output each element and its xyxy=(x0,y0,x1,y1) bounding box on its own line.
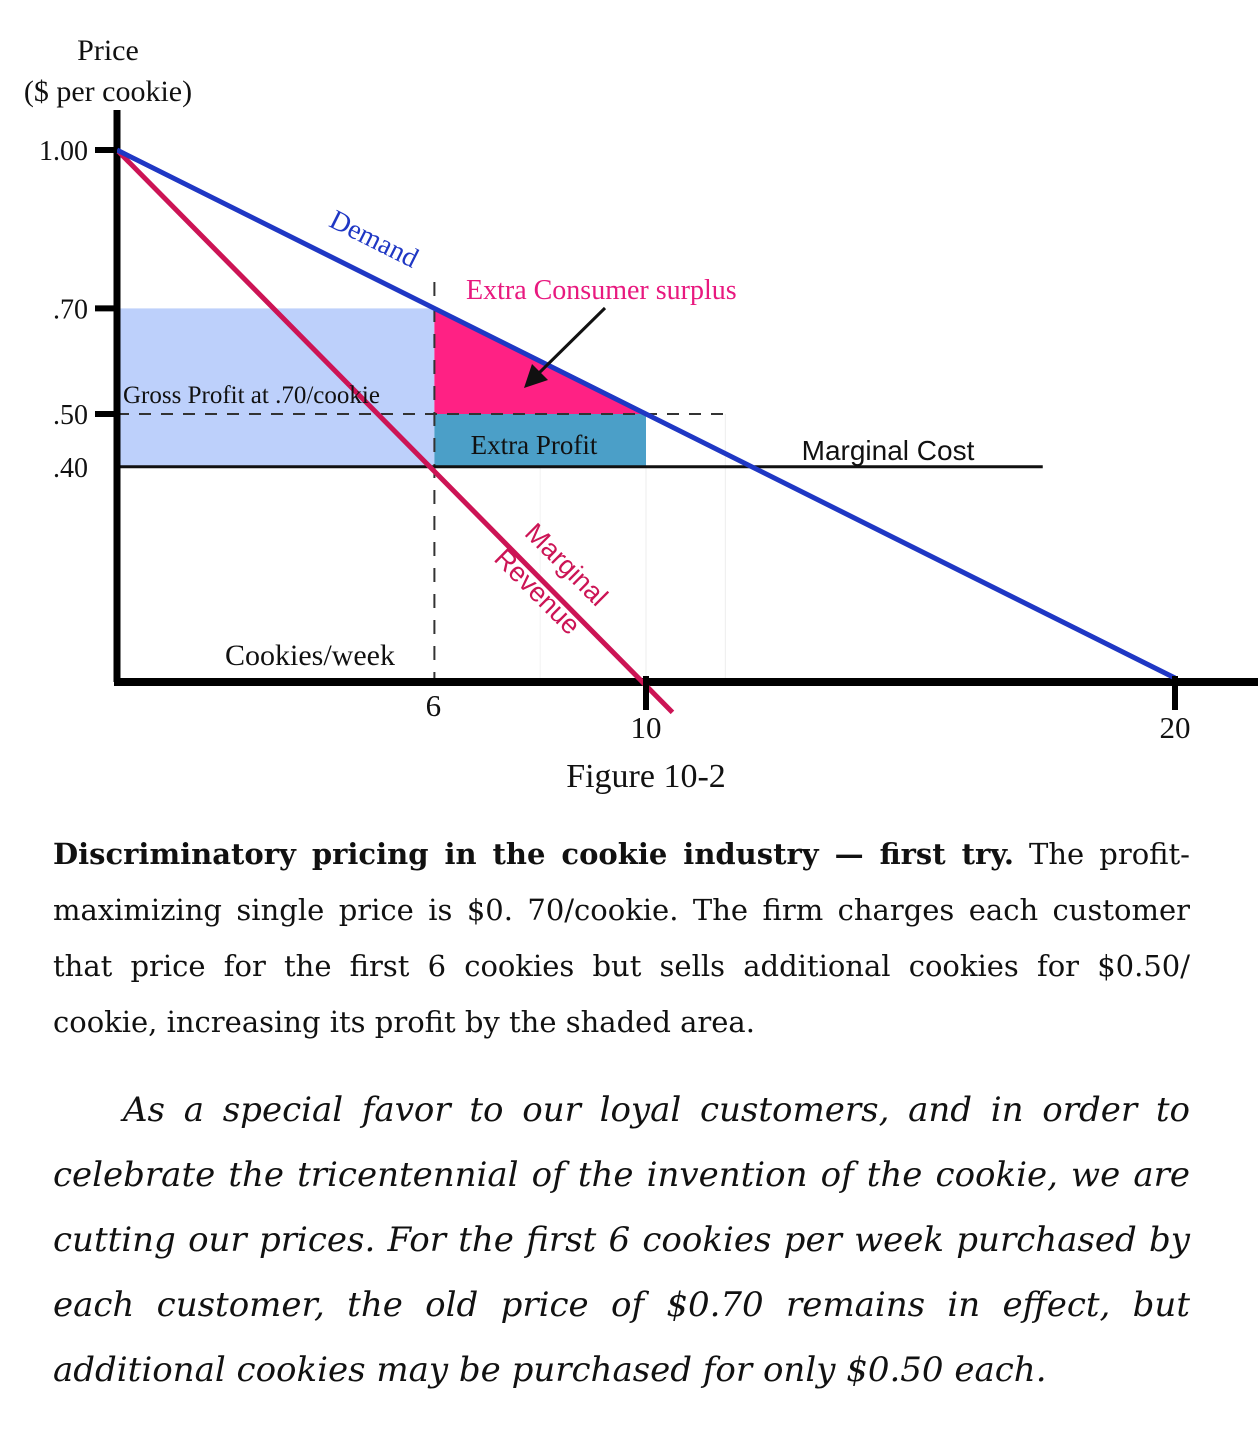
y-axis-label-line2: ($ per cookie) xyxy=(24,75,192,108)
caption-text: The profit-maximizing single price is $0… xyxy=(53,837,1190,1039)
y-tick-label: .40 xyxy=(53,453,88,484)
y-axis-label-line1: Price xyxy=(77,34,139,67)
gross-profit-label: Gross Profit at .70/cookie xyxy=(123,382,380,409)
y-ticks: 1.00 .70 .50 .40 xyxy=(39,136,117,484)
figure-label: Figure 10-2 xyxy=(566,758,726,795)
extra-profit-label: Extra Profit xyxy=(471,430,598,460)
x-ticks: 6 10 20 xyxy=(426,676,1191,740)
y-tick-label: .70 xyxy=(53,294,88,325)
x-tick-label: 20 xyxy=(1160,710,1191,740)
price-discrimination-chart: 1.00 .70 .50 .40 6 10 20 Price ($ per cookie)… xyxy=(24,34,1258,740)
y-tick-label: 1.00 xyxy=(39,136,88,167)
y-tick-label: .50 xyxy=(53,400,88,431)
caption-bold: Discriminatory pricing in the cookie ind… xyxy=(53,837,1014,871)
extra-profit-region xyxy=(434,414,646,467)
x-tick-label: 6 xyxy=(426,688,442,723)
quote-paragraph: As a special favor to our loyal customer… xyxy=(53,1090,1190,1390)
extra-consumer-surplus-label: Extra Consumer surplus xyxy=(466,275,737,306)
figure-caption: Discriminatory pricing in the cookie ind… xyxy=(53,826,1190,1050)
x-axis-label: Cookies/week xyxy=(225,639,395,672)
demand-line xyxy=(115,147,1177,681)
marginal-cost-label: Marginal Cost xyxy=(802,435,975,466)
arrowhead-icon xyxy=(524,364,548,388)
demand-label: Demand xyxy=(324,204,423,274)
marginal-revenue-line xyxy=(115,148,675,715)
x-tick-label: 10 xyxy=(631,710,662,740)
gross-profit-region xyxy=(117,308,435,467)
annotation-arrow xyxy=(535,306,607,377)
